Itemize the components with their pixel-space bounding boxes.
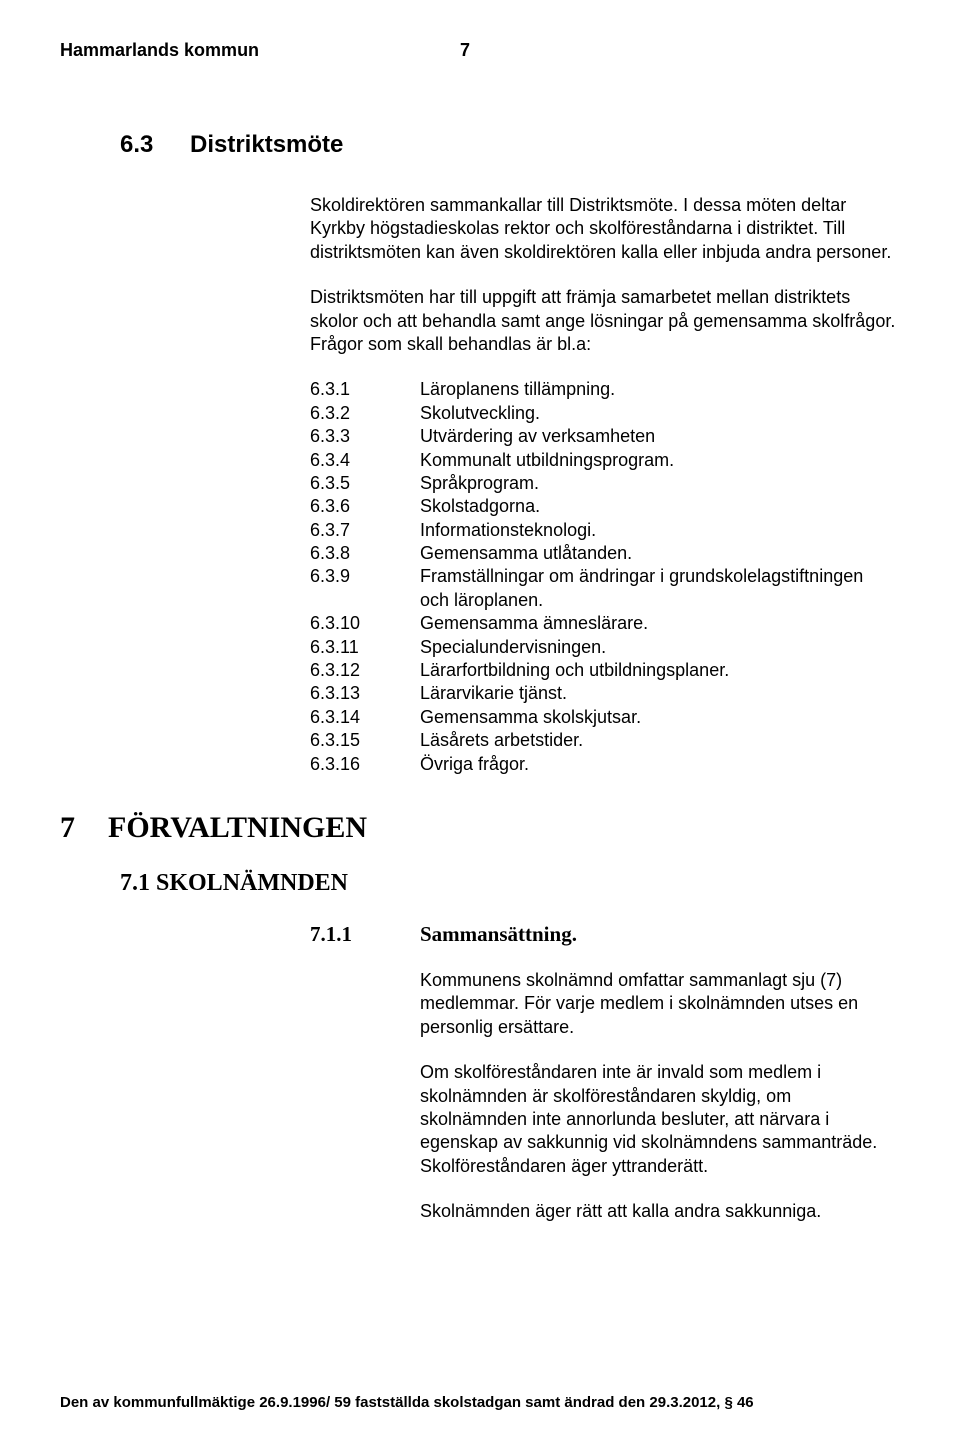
list-item-text: Lärarfortbildning och utbildningsplaner.: [420, 659, 900, 682]
list-item-num: 6.3.11: [310, 636, 420, 659]
list-item-num: 6.3.6: [310, 495, 420, 518]
list-item: 6.3.1Läroplanens tillämpning.: [310, 378, 900, 401]
para-6-3-a: Skoldirektören sammankallar till Distrik…: [310, 194, 900, 264]
list-item: 6.3.2Skolutveckling.: [310, 402, 900, 425]
list-item: 6.3.16Övriga frågor.: [310, 753, 900, 776]
list-6-3: 6.3.1Läroplanens tillämpning. 6.3.2Skolu…: [310, 378, 900, 776]
list-item-text: Skolstadgorna.: [420, 495, 900, 518]
list-item-num: 6.3.10: [310, 612, 420, 635]
footer-text: Den av kommunfullmäktige 26.9.1996/ 59 f…: [60, 1394, 754, 1411]
list-item: 6.3.5Språkprogram.: [310, 472, 900, 495]
heading-6-3-title: Distriktsmöte: [190, 131, 343, 159]
list-item-text: Gemensamma ämneslärare.: [420, 612, 900, 635]
heading-7-1-1-title: Sammansättning.: [420, 922, 577, 947]
list-item-text: Läsårets arbetstider.: [420, 729, 900, 752]
list-item-num: 6.3.1: [310, 378, 420, 401]
para-7-1-1-b: Om skolföreståndaren inte är invald som …: [420, 1061, 900, 1178]
list-item-text: Informationsteknologi.: [420, 519, 900, 542]
list-item-num: 6.3.7: [310, 519, 420, 542]
org-name: Hammarlands kommun: [60, 40, 460, 61]
list-item-text: Utvärdering av verksamheten: [420, 425, 900, 448]
list-item-num: 6.3.12: [310, 659, 420, 682]
list-item-num: 6.3.5: [310, 472, 420, 495]
list-item-text: Läroplanens tillämpning.: [420, 378, 900, 401]
heading-7-number: 7: [60, 811, 108, 845]
list-item: 6.3.4Kommunalt utbildningsprogram.: [310, 449, 900, 472]
heading-7-title: FÖRVALTNINGEN: [108, 811, 367, 845]
list-item: 6.3.11Specialundervisningen.: [310, 636, 900, 659]
list-item-num: 6.3.16: [310, 753, 420, 776]
heading-6-3-number: 6.3: [120, 131, 190, 159]
list-item: 6.3.6Skolstadgorna.: [310, 495, 900, 518]
list-item: 6.3.13Lärarvikarie tjänst.: [310, 682, 900, 705]
list-item-text: Kommunalt utbildningsprogram.: [420, 449, 900, 472]
list-item-num: 6.3.3: [310, 425, 420, 448]
page: Hammarlands kommun 7 6.3 Distriktsmöte S…: [0, 0, 960, 1451]
list-item-num: 6.3.4: [310, 449, 420, 472]
list-item-text: Gemensamma utlåtanden.: [420, 542, 900, 565]
list-item: 6.3.8Gemensamma utlåtanden.: [310, 542, 900, 565]
list-item-text: Specialundervisningen.: [420, 636, 900, 659]
para-7-1-1-a: Kommunens skolnämnd omfattar sammanlagt …: [420, 969, 900, 1039]
heading-7-1: 7.1 SKOLNÄMNDEN: [120, 870, 900, 897]
list-item-num: 6.3.9: [310, 565, 420, 612]
heading-7-1-1-number: 7.1.1: [310, 922, 420, 947]
para-6-3-b: Distriktsmöten har till uppgift att främ…: [310, 286, 900, 356]
para-7-1-1-c: Skolnämnden äger rätt att kalla andra sa…: [420, 1200, 900, 1223]
list-item-text: Framställningar om ändringar i grundskol…: [420, 565, 900, 612]
list-item-text: Språkprogram.: [420, 472, 900, 495]
list-item: 6.3.7Informationsteknologi.: [310, 519, 900, 542]
list-item-num: 6.3.14: [310, 706, 420, 729]
heading-6-3: 6.3 Distriktsmöte: [120, 131, 900, 159]
list-item-text: Skolutveckling.: [420, 402, 900, 425]
list-item: 6.3.12Lärarfortbildning och utbildningsp…: [310, 659, 900, 682]
list-item: 6.3.3Utvärdering av verksamheten: [310, 425, 900, 448]
list-item-num: 6.3.2: [310, 402, 420, 425]
page-number: 7: [460, 40, 470, 61]
list-item: 6.3.9Framställningar om ändringar i grun…: [310, 565, 900, 612]
list-item-num: 6.3.8: [310, 542, 420, 565]
list-item-text: Gemensamma skolskjutsar.: [420, 706, 900, 729]
list-item-num: 6.3.15: [310, 729, 420, 752]
heading-7-1-1: 7.1.1 Sammansättning.: [310, 922, 900, 947]
page-header: Hammarlands kommun 7: [60, 40, 900, 61]
heading-7: 7 FÖRVALTNINGEN: [60, 811, 900, 845]
list-item: 6.3.10Gemensamma ämneslärare.: [310, 612, 900, 635]
list-item-num: 6.3.13: [310, 682, 420, 705]
list-item: 6.3.15Läsårets arbetstider.: [310, 729, 900, 752]
list-item-text: Lärarvikarie tjänst.: [420, 682, 900, 705]
list-item-text: Övriga frågor.: [420, 753, 900, 776]
list-item: 6.3.14Gemensamma skolskjutsar.: [310, 706, 900, 729]
